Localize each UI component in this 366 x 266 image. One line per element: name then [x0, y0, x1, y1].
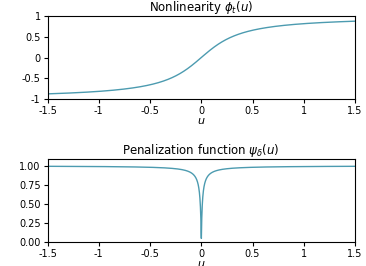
X-axis label: $u$: $u$ — [197, 116, 206, 126]
X-axis label: $u$: $u$ — [197, 259, 206, 266]
Title: Penalization function $\psi_\delta(u)$: Penalization function $\psi_\delta(u)$ — [123, 142, 280, 159]
Title: Nonlinearity $\phi_t(u)$: Nonlinearity $\phi_t(u)$ — [149, 0, 253, 16]
